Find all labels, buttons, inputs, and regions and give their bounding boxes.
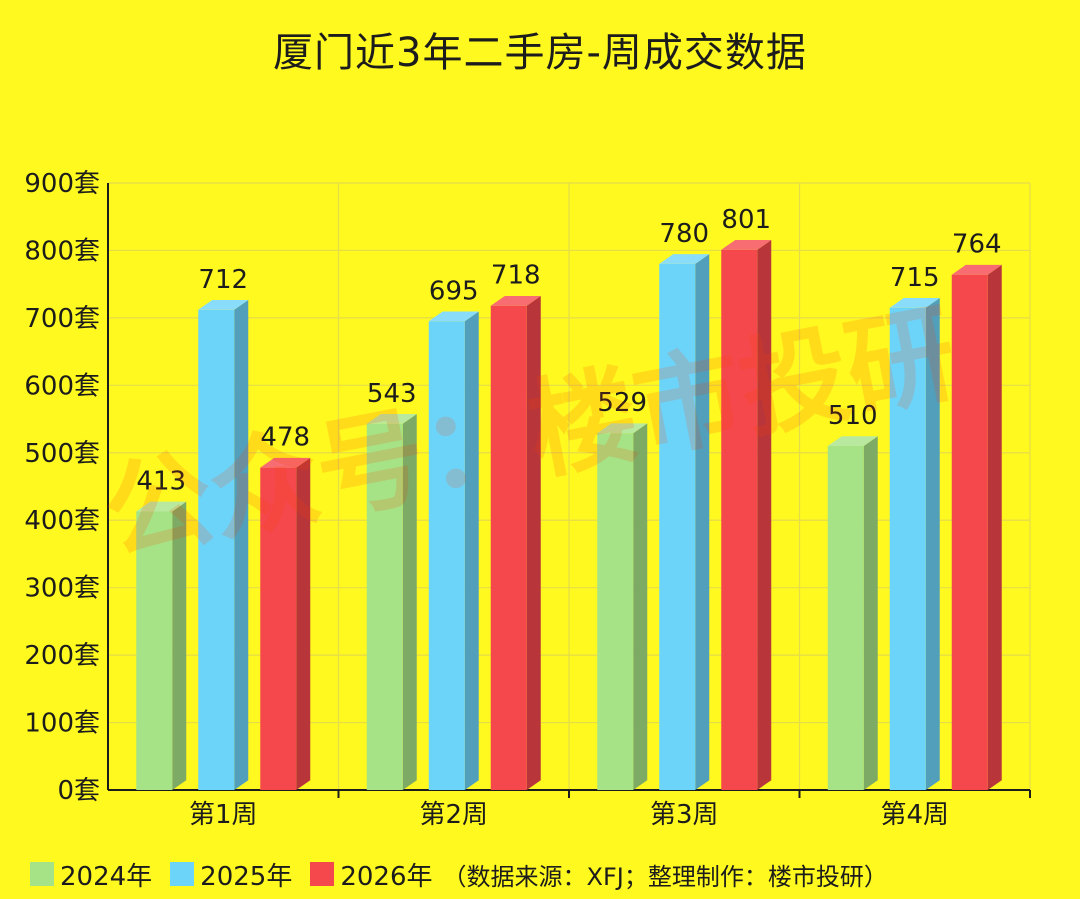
bar-top-face bbox=[136, 501, 187, 512]
legend-swatch-2025 bbox=[170, 862, 195, 886]
legend-label-2025: 2025年 bbox=[200, 861, 293, 892]
bar-2024年-第1周 bbox=[136, 501, 187, 790]
y-tick-label-9: 900套 bbox=[24, 169, 100, 199]
data-label-2024年-第4周: 510 bbox=[828, 401, 878, 431]
bar-side-face bbox=[526, 295, 541, 790]
bar-side-face bbox=[234, 299, 249, 790]
bar-top-face bbox=[721, 239, 772, 250]
x-tick-label-0: 第1周 bbox=[189, 800, 258, 830]
x-tick-label-3: 第4周 bbox=[880, 800, 949, 830]
bar-2024年-第4周 bbox=[827, 436, 878, 790]
bar-2026年-第4周 bbox=[951, 264, 1002, 790]
bar-top-face bbox=[597, 423, 648, 434]
bar-front-face bbox=[260, 467, 297, 790]
bar-front-face bbox=[428, 321, 465, 790]
bar-front-face bbox=[597, 433, 634, 790]
bar-side-face bbox=[172, 501, 187, 790]
bar-top-face bbox=[428, 311, 479, 322]
bar-front-face bbox=[490, 305, 527, 790]
chart-title: 厦门近3年二手房-周成交数据 bbox=[273, 30, 807, 76]
bar-side-face bbox=[296, 457, 311, 790]
bar-top-face bbox=[889, 297, 940, 308]
bar-2025年-第4周 bbox=[889, 297, 940, 790]
y-tick-label-2: 200套 bbox=[24, 641, 100, 671]
bar-front-face bbox=[198, 309, 235, 790]
data-label-2026年-第4周: 764 bbox=[952, 230, 1002, 260]
bar-2026年-第2周 bbox=[490, 295, 541, 790]
y-tick-label-4: 400套 bbox=[24, 506, 100, 536]
bar-front-face bbox=[827, 446, 864, 790]
source-note: （数据来源：XFJ；整理制作：楼市投研） bbox=[442, 862, 888, 891]
bar-side-face bbox=[757, 239, 772, 791]
data-label-2024年-第1周: 413 bbox=[136, 466, 186, 496]
data-label-2025年-第4周: 715 bbox=[890, 263, 940, 293]
data-label-2024年-第2周: 543 bbox=[367, 379, 417, 409]
data-label-2025年-第3周: 780 bbox=[659, 219, 709, 249]
bar-2025年-第1周 bbox=[198, 299, 249, 790]
bar-side-face bbox=[863, 436, 878, 790]
bar-side-face bbox=[633, 423, 648, 790]
data-label-2026年-第2周: 718 bbox=[491, 261, 541, 291]
bar-front-face bbox=[721, 249, 758, 790]
legend-label-2024: 2024年 bbox=[60, 861, 153, 892]
bars bbox=[136, 239, 1002, 791]
y-tick-label-8: 800套 bbox=[24, 236, 100, 266]
y-tick-label-3: 300套 bbox=[24, 574, 100, 604]
bar-2026年-第3周 bbox=[721, 239, 772, 791]
bar-top-face bbox=[951, 264, 1002, 275]
bar-top-face bbox=[198, 299, 249, 310]
legend-swatch-2026 bbox=[310, 862, 335, 886]
bar-side-face bbox=[925, 297, 940, 790]
x-tick-label-1: 第2周 bbox=[419, 800, 488, 830]
data-label-2026年-第1周: 478 bbox=[260, 423, 310, 453]
legend-item-2026: 2026年 bbox=[310, 856, 433, 893]
bar-front-face bbox=[366, 423, 403, 790]
bar-top-face bbox=[827, 436, 878, 447]
bar-front-face bbox=[659, 263, 696, 790]
bar-front-face bbox=[136, 511, 173, 790]
y-tick-label-6: 600套 bbox=[24, 371, 100, 401]
axes: 0套 100套 200套 300套 400套 500套 600套 700套 800套 900套第1… bbox=[24, 169, 1031, 830]
bar-2024年-第2周 bbox=[366, 413, 417, 790]
bar-side-face bbox=[987, 264, 1002, 790]
legend-item-2024: 2024年 bbox=[30, 856, 152, 893]
data-label-2024年-第3周: 529 bbox=[597, 388, 647, 418]
bar-2024年-第3周 bbox=[597, 423, 648, 790]
legend-label-2026: 2026年 bbox=[340, 861, 433, 892]
bar-side-face bbox=[695, 254, 710, 791]
bar-side-face bbox=[464, 311, 479, 790]
y-tick-label-0: 0套 bbox=[57, 776, 100, 806]
bar-2025年-第2周 bbox=[428, 311, 479, 790]
bar-top-face bbox=[366, 413, 417, 424]
y-tick-label-7: 700套 bbox=[24, 304, 100, 334]
data-label-2025年-第2周: 695 bbox=[429, 276, 479, 306]
bar-side-face bbox=[402, 413, 417, 790]
y-tick-label-5: 500套 bbox=[24, 439, 100, 469]
data-labels: 413 712 478 543 695 718 529 780 801 510 715 764 bbox=[136, 205, 1001, 497]
x-tick-label-2: 第3周 bbox=[650, 800, 719, 830]
y-tick-label-1: 100套 bbox=[24, 709, 100, 739]
bar-2025年-第3周 bbox=[659, 254, 710, 791]
legend: 2024年 2025年 2026年 （数据来源：XFJ；整理制作：楼市投研） bbox=[30, 855, 888, 893]
legend-swatch-2024 bbox=[30, 862, 54, 886]
bar-2026年-第1周 bbox=[260, 457, 311, 790]
legend-item-2025: 2025年 bbox=[170, 856, 292, 893]
bar-top-face bbox=[490, 295, 541, 306]
data-label-2025年-第1周: 712 bbox=[198, 265, 248, 295]
bar-top-face bbox=[659, 254, 710, 264]
bar-top-face bbox=[260, 457, 311, 468]
bar-front-face bbox=[889, 307, 926, 790]
bar-front-face bbox=[951, 274, 988, 790]
data-label-2026年-第3周: 801 bbox=[721, 205, 771, 235]
